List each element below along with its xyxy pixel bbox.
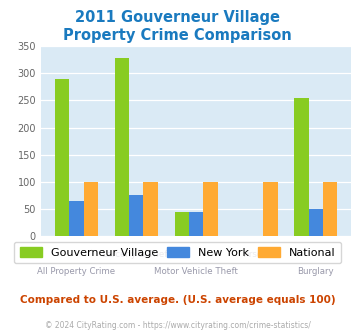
Text: Motor Vehicle Theft: Motor Vehicle Theft — [154, 267, 238, 276]
Bar — [189, 212, 203, 236]
Bar — [55, 79, 69, 236]
Bar — [263, 182, 278, 236]
Bar — [143, 182, 158, 236]
Text: 2011 Gouverneur Village: 2011 Gouverneur Village — [75, 10, 280, 25]
Text: Larceny & Theft: Larceny & Theft — [102, 250, 171, 259]
Text: © 2024 CityRating.com - https://www.cityrating.com/crime-statistics/: © 2024 CityRating.com - https://www.city… — [45, 321, 310, 330]
Bar — [323, 182, 337, 236]
Bar — [175, 212, 189, 236]
Legend: Gouverneur Village, New York, National: Gouverneur Village, New York, National — [14, 242, 341, 263]
Text: Arson: Arson — [244, 250, 268, 259]
Bar — [115, 58, 129, 236]
Bar — [69, 201, 84, 236]
Text: Burglary: Burglary — [297, 267, 334, 276]
Bar — [308, 209, 323, 236]
Bar — [84, 182, 98, 236]
Bar — [129, 195, 143, 236]
Text: Property Crime Comparison: Property Crime Comparison — [63, 28, 292, 43]
Bar — [294, 98, 308, 236]
Bar — [203, 182, 218, 236]
Text: All Property Crime: All Property Crime — [37, 267, 115, 276]
Text: Compared to U.S. average. (U.S. average equals 100): Compared to U.S. average. (U.S. average … — [20, 295, 335, 305]
